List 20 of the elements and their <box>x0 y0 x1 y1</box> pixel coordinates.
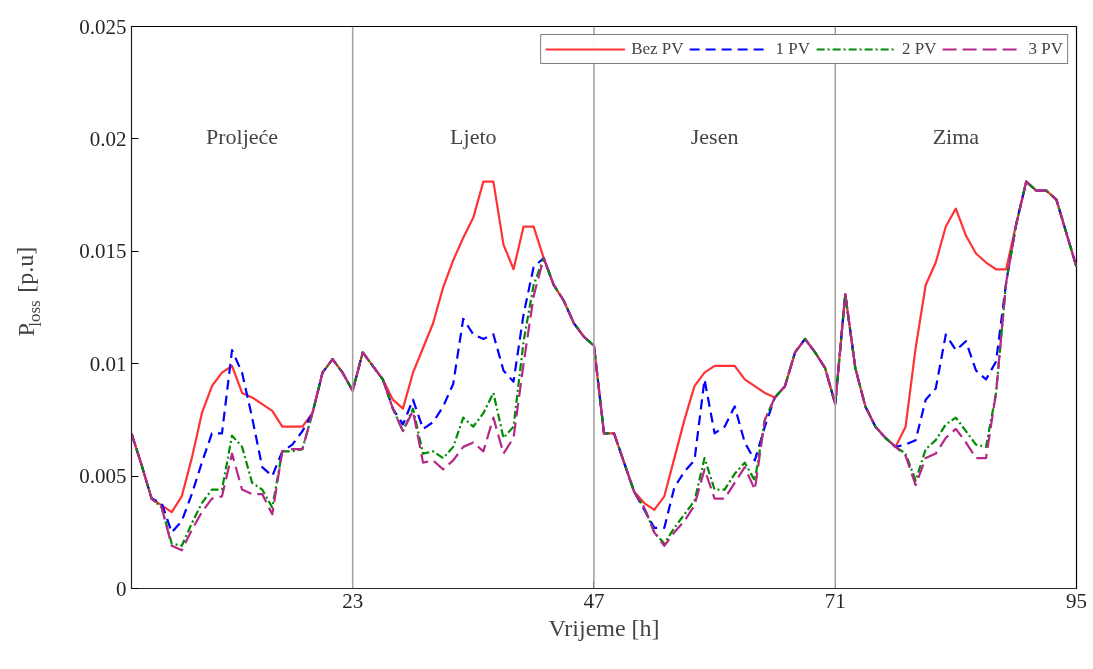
y-axis-title: Ploss [p.u] <box>12 246 45 337</box>
legend-label: 2 PV <box>902 39 937 59</box>
y-tick-label: 0.02 <box>89 126 127 151</box>
x-tick-label: 71 <box>824 588 846 613</box>
legend-label: 3 PV <box>1028 39 1063 59</box>
x-axis-title: Vrijeme [h] <box>548 614 660 641</box>
y-tick-label: 0.015 <box>79 239 127 264</box>
x-tick-label: 47 <box>583 588 605 613</box>
y-tick-label: 0.025 <box>79 14 127 39</box>
annotation: Proljeće <box>206 123 279 149</box>
annotation: Jesen <box>690 123 739 149</box>
y-tick-label: 0.01 <box>89 351 127 376</box>
annotation: Zima <box>932 123 980 149</box>
x-tick-label: 23 <box>342 588 364 613</box>
legend-label: Bez PV <box>631 39 684 59</box>
y-tick-label: 0 <box>116 576 127 601</box>
y-tick-label: 0.005 <box>79 464 127 489</box>
x-tick-label: 95 <box>1066 588 1087 613</box>
annotation: Ljeto <box>450 123 497 149</box>
legend-label: 1 PV <box>775 39 811 59</box>
